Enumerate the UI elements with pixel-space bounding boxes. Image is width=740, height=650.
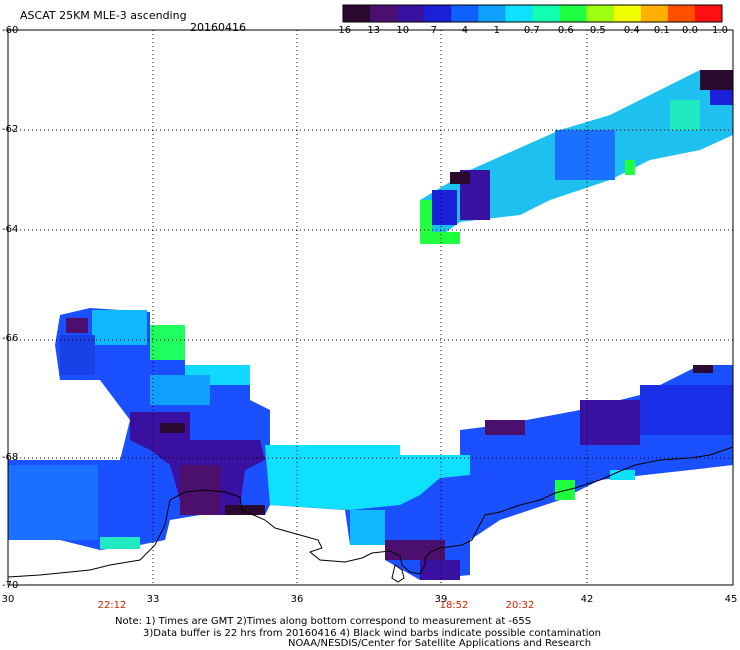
colorbar-swatch	[505, 5, 533, 22]
time-label: 22:12	[97, 600, 127, 611]
swath-cyan-band	[265, 445, 470, 510]
colorbar-swatch	[343, 5, 371, 22]
colorbar-swatch	[586, 5, 615, 22]
time-label: 18:52	[439, 600, 469, 611]
lat-tick: -68	[2, 452, 19, 463]
lon-tick: 33	[146, 594, 160, 605]
swath-cell	[580, 400, 640, 445]
lat-tick: -64	[2, 224, 19, 235]
colorbar-swatch	[640, 5, 669, 22]
lat-tick: -70	[2, 580, 19, 591]
swath-cell	[225, 505, 265, 515]
colorbar-swatch	[694, 5, 723, 22]
lon-tick: 36	[290, 594, 304, 605]
lon-tick: 42	[580, 594, 594, 605]
coastline-island	[391, 564, 405, 583]
time-label: 20:32	[505, 600, 535, 611]
swath-cell	[450, 172, 470, 184]
swath-cell	[92, 310, 147, 345]
swath-cell	[700, 70, 733, 90]
lat-tick: -66	[2, 333, 19, 344]
colorbar-swatch	[559, 5, 588, 22]
colorbar-swatch	[667, 5, 696, 22]
graticule	[8, 30, 733, 585]
colorbar-swatch	[424, 5, 452, 22]
coastline	[7, 446, 734, 578]
swath-cell	[385, 540, 445, 560]
map-date: 20160416	[190, 21, 246, 34]
swath-cell	[640, 385, 733, 435]
lon-tick: 30	[1, 594, 15, 605]
swath-cell	[555, 130, 615, 180]
lon-tick: 39	[434, 594, 448, 605]
swath-cell	[610, 470, 635, 480]
swath-cell	[150, 375, 210, 405]
colorbar-swatch	[451, 5, 479, 22]
swath-cell	[8, 465, 98, 540]
map-frame	[7, 29, 734, 586]
swath-cell	[693, 365, 713, 373]
swath-purple-core	[130, 412, 265, 515]
swath-cell	[432, 190, 457, 225]
map-title: ASCAT 25KM MLE-3 ascending	[20, 9, 187, 22]
swath-cell	[66, 318, 88, 333]
lat-tick: -62	[2, 124, 19, 135]
colorbar-swatch	[532, 5, 561, 22]
swath-cell	[670, 100, 700, 130]
lon-tick: 45	[724, 594, 738, 605]
note-line-3: NOAA/NESDIS/Center for Satellite Applica…	[288, 638, 592, 649]
note-line-2: 3)Data buffer is 22 hrs from 20160416 4)…	[143, 628, 601, 639]
colorbar-swatch	[478, 5, 506, 22]
lat-tick: -60	[2, 25, 19, 36]
swath-cell	[150, 325, 185, 360]
note-line-1: Note: 1) Times are GMT 2)Times along bot…	[115, 616, 532, 627]
swath-cell	[625, 160, 635, 175]
swath-cell	[160, 423, 185, 433]
colorbar-swatch	[613, 5, 642, 22]
swath-cell	[350, 510, 385, 545]
swath-cell	[710, 90, 733, 105]
colorbar	[342, 4, 723, 23]
colorbar-swatch	[370, 5, 398, 22]
swath-cell	[420, 560, 460, 580]
swath-cell	[420, 200, 432, 232]
swath-cell	[420, 232, 460, 244]
swath-cell	[485, 420, 525, 435]
colorbar-swatch	[397, 5, 425, 22]
swath-data	[8, 70, 733, 580]
swath-cell	[60, 335, 95, 375]
colorbar-frame	[342, 4, 723, 23]
swath-cell	[100, 537, 140, 549]
